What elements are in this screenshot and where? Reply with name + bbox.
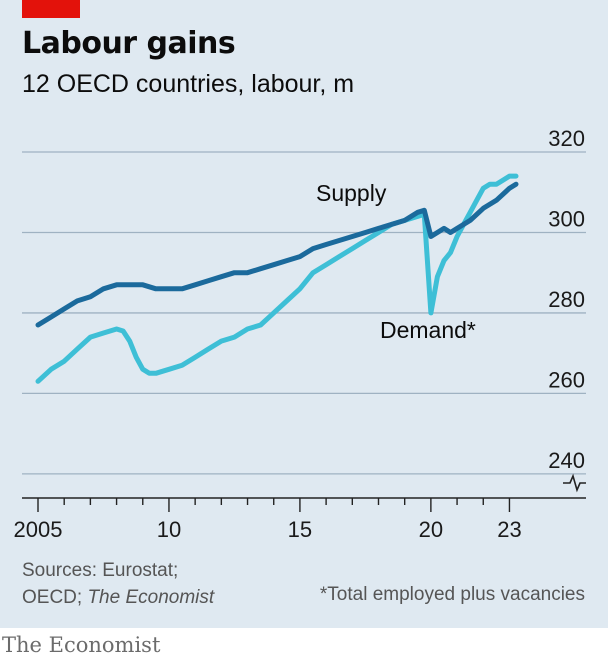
y-tick-label-280: 280 (548, 287, 585, 312)
series-label-supply: Supply (316, 180, 387, 206)
x-tick-label-2023: 23 (497, 517, 521, 542)
series-lines (35, 173, 519, 384)
chart-subtitle: 12 OECD countries, labour, m (22, 70, 355, 98)
x-tick-label-2005: 2005 (14, 517, 63, 542)
x-axis: 2005 10 15 20 23 (14, 497, 586, 542)
chart-title: Labour gains (22, 26, 236, 61)
x-tick-label-2015: 15 (288, 517, 312, 542)
series-labels: Supply Demand* (316, 180, 476, 343)
source-note: Sources: Eurostat; OECD; The Economist (22, 557, 214, 611)
series-label-demand: Demand* (380, 317, 476, 343)
x-tick-label-2020: 20 (419, 517, 443, 542)
y-tick-label-260: 260 (548, 367, 585, 392)
x-tick-label-2010: 10 (157, 517, 181, 542)
axis-break-mark (563, 473, 586, 493)
economist-brand: The Economist (2, 633, 161, 657)
gridlines (22, 151, 586, 475)
axis-break-icon (563, 473, 586, 493)
footnote: *Total employed plus vacancies (319, 584, 585, 605)
y-tick-label-300: 300 (548, 206, 585, 231)
line-chart: 240 260 280 300 320 2005 10 15 20 23 Supply Deman… (14, 126, 586, 542)
series-line-demand (35, 173, 519, 384)
source-line-2-italic: The Economist (87, 587, 215, 608)
brand-red-tag (22, 0, 80, 18)
series-line-supply (35, 181, 519, 328)
y-tick-label-240: 240 (548, 448, 585, 473)
y-tick-label-320: 320 (548, 126, 585, 151)
source-line-2: OECD; The Economist (22, 584, 214, 611)
chart-panel (0, 0, 608, 628)
y-axis-labels: 240 260 280 300 320 (548, 126, 585, 473)
source-line-1: Sources: Eurostat; (22, 560, 179, 581)
source-line-2-prefix: OECD; (22, 587, 88, 608)
